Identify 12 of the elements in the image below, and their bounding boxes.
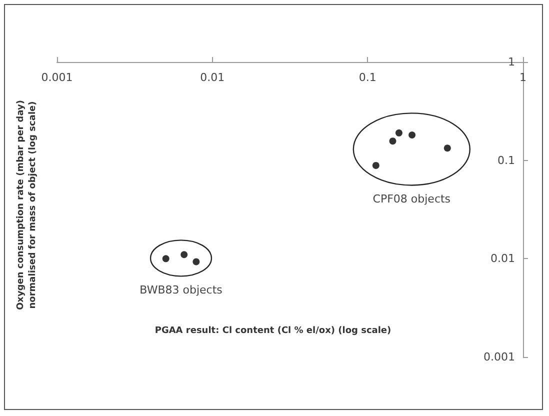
x-tick-label: 0.1 [358,71,376,84]
y-tick-label: 1 [508,56,515,68]
annotation: CPF08 objects [372,192,451,206]
x-tick-label: 0.001 [41,71,73,84]
x-tick-label: 1 [520,71,526,84]
y-tick-label: 0.1 [498,154,515,167]
x-axis-title: PGAA result: Cl content (Cl % el/ox) (log scale) [154,326,392,336]
y-tick-label: 0.001 [484,350,515,364]
annotation: BWB83 objects [140,284,223,297]
y-axis-title: Oxygen consumption rate (mbar per day) normalised for mass of object (log scale) [16,100,38,310]
y-tick-label: 0.01 [490,252,515,266]
x-tick-label: 0.01 [200,71,225,84]
